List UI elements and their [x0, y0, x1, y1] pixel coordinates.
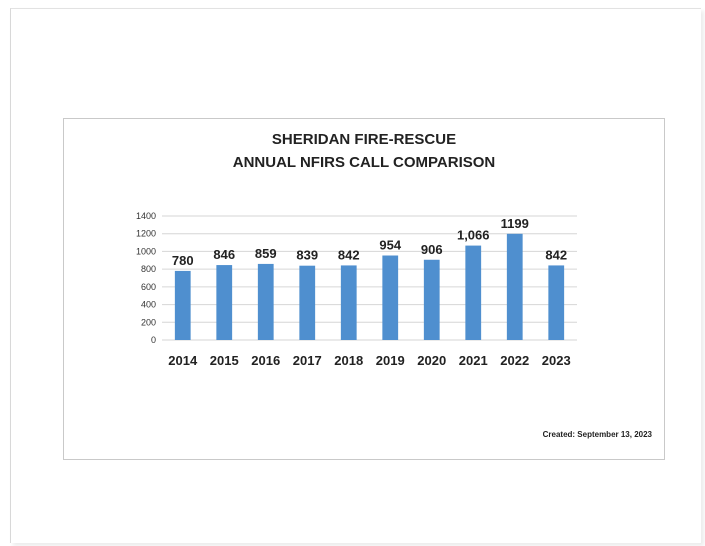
data-label: 846	[213, 247, 235, 262]
y-tick-label: 1400	[136, 211, 156, 221]
data-label: 842	[338, 247, 360, 262]
y-tick-label: 600	[141, 282, 156, 292]
x-tick-label: 2019	[376, 353, 405, 368]
x-tick-label: 2015	[210, 353, 239, 368]
created-date: Created: September 13, 2023	[542, 430, 652, 439]
x-tick-label: 2020	[417, 353, 446, 368]
chart-subtitle: ANNUAL NFIRS CALL COMPARISON	[232, 154, 496, 171]
document-page: SHERIDAN FIRE-RESCUE ANNUAL NFIRS CALL C…	[10, 8, 701, 543]
bar	[423, 259, 440, 340]
x-tick-label: 2018	[334, 353, 363, 368]
bar	[506, 233, 523, 340]
data-label: 839	[296, 248, 318, 263]
x-tick-label: 2017	[293, 353, 322, 368]
bar	[548, 265, 565, 340]
x-tick-label: 2016	[251, 353, 280, 368]
bar	[340, 265, 357, 340]
data-label: 859	[255, 246, 277, 261]
chart-title: SHERIDAN FIRE-RESCUE	[271, 131, 457, 148]
y-tick-label: 200	[141, 317, 156, 327]
bar	[174, 270, 191, 340]
data-label: 906	[421, 242, 443, 257]
y-tick-label: 400	[141, 300, 156, 310]
x-tick-label: 2023	[542, 353, 571, 368]
y-tick-label: 0	[151, 335, 156, 345]
bar	[382, 255, 399, 340]
y-tick-label: 1000	[136, 246, 156, 256]
chart-frame: SHERIDAN FIRE-RESCUE ANNUAL NFIRS CALL C…	[63, 118, 665, 460]
data-label: 780	[172, 253, 194, 268]
x-tick-label: 2022	[500, 353, 529, 368]
bar	[465, 245, 482, 340]
data-label: 954	[379, 238, 401, 253]
bar	[257, 263, 274, 340]
y-tick-label: 800	[141, 264, 156, 274]
data-label: 1199	[501, 216, 529, 231]
bar	[299, 265, 316, 340]
y-tick-label: 1200	[136, 229, 156, 239]
x-tick-label: 2014	[168, 353, 198, 368]
data-label: 1,066	[457, 228, 490, 243]
x-tick-label: 2021	[459, 353, 488, 368]
data-label: 842	[545, 247, 567, 262]
bar-chart: 0 200 400 600 800 1000 1200 1400 780 2014 846 2015 8…	[136, 211, 577, 368]
bar	[216, 265, 233, 340]
